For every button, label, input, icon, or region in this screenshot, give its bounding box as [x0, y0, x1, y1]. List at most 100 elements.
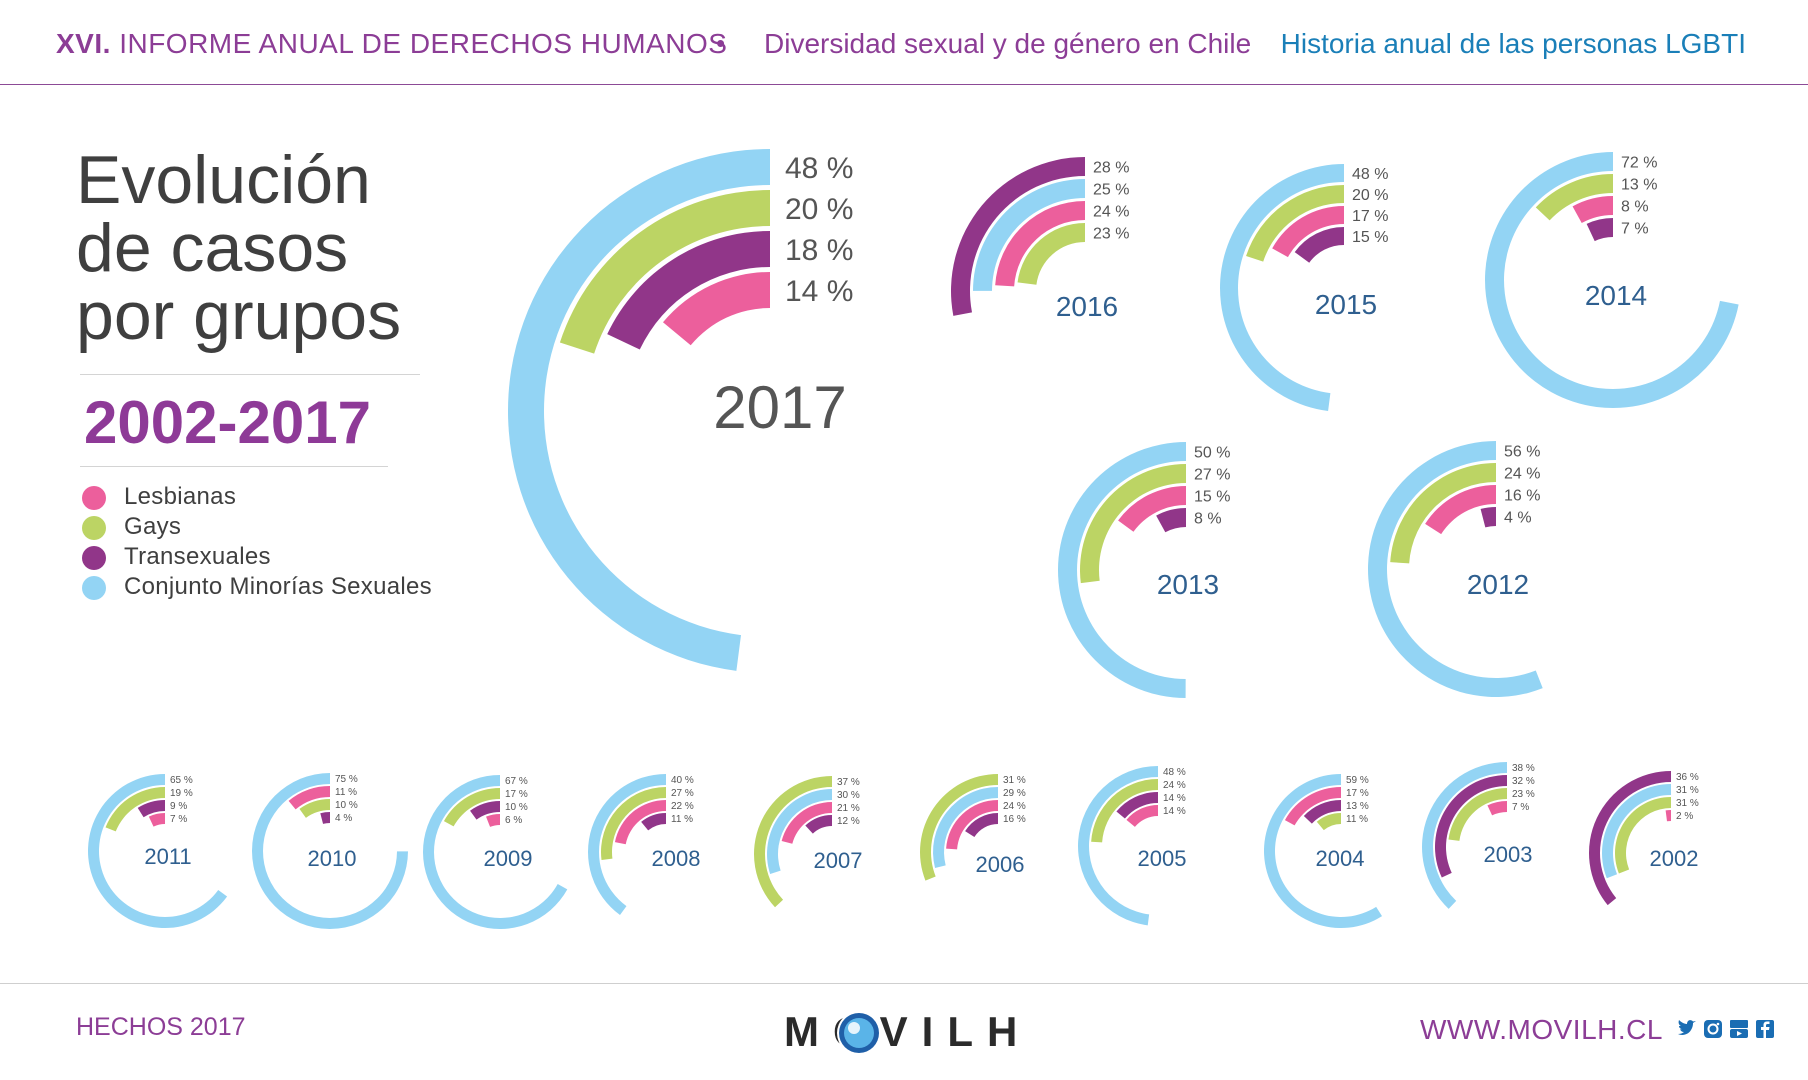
arc-2004-lesbianas — [1284, 786, 1341, 826]
facebook-icon[interactable] — [1754, 1018, 1776, 1040]
percent-label: 10 % — [505, 802, 528, 813]
year-label: 2006 — [976, 852, 1025, 877]
arc-2010-lesbianas — [288, 786, 330, 810]
percent-label: 28 % — [1093, 159, 1129, 176]
arc-2006-transexuales — [965, 813, 998, 837]
percent-label: 8 % — [1194, 510, 1222, 527]
percent-label: 27 % — [671, 788, 694, 799]
footer-edition: HECHOS 2017 — [76, 1013, 246, 1041]
percent-label: 38 % — [1512, 763, 1535, 774]
arc-2005-conjunto-minorias-sexuales — [1077, 766, 1158, 926]
radial-chart-2003: 38 % 32 % 23 % 7 % 2003 — [1422, 762, 1535, 909]
page-title: Evolución de casos por grupos — [76, 142, 402, 354]
arc-2006-lesbianas — [946, 800, 998, 850]
page-header: XVI. INFORME ANUAL DE DERECHOS HUMANOS •… — [0, 0, 1808, 85]
arc-2004-transexuales — [1303, 800, 1341, 824]
percent-label: 11 % — [1346, 814, 1368, 825]
percent-label: 4 % — [335, 813, 352, 824]
header-section: Historia anual de las personas LGBTI — [1280, 28, 1746, 59]
percent-label: 32 % — [1512, 776, 1535, 787]
arc-2013-transexuales — [1156, 508, 1186, 533]
year-label: 2014 — [1585, 280, 1647, 311]
year-label: 2017 — [713, 374, 846, 441]
radial-chart-2013: 50 % 27 % 15 % 8 % 2013 — [1057, 442, 1230, 698]
percent-label: 75 % — [335, 774, 358, 785]
year-label: 2008 — [652, 846, 701, 871]
percent-label: 72 % — [1621, 154, 1657, 171]
arc-2003-transexuales — [1434, 775, 1507, 878]
year-label: 2009 — [484, 846, 533, 871]
percent-label: 4 % — [1504, 509, 1532, 526]
percent-label: 29 % — [1003, 788, 1026, 799]
arc-2011-transexuales — [137, 800, 165, 818]
arc-2016-conjunto-minorias-sexuales — [973, 179, 1085, 291]
percent-label: 30 % — [837, 790, 860, 801]
arc-2012-gays — [1390, 463, 1496, 564]
arc-2007-transexuales — [805, 815, 832, 834]
arc-2017-conjunto-minorias-sexuales — [507, 149, 770, 671]
year-label: 2015 — [1315, 289, 1377, 320]
year-label: 2005 — [1138, 846, 1187, 871]
arc-2012-transexuales — [1480, 507, 1496, 528]
radial-chart-2008: 40 % 27 % 22 % 11 % 2008 — [587, 774, 701, 915]
twitter-icon[interactable] — [1676, 1018, 1698, 1040]
arc-2017-transexuales — [607, 231, 770, 350]
year-label: 2002 — [1650, 846, 1699, 871]
percent-label: 31 % — [1003, 775, 1026, 786]
footer-url[interactable]: WWW.MOVILH.CL — [1420, 1014, 1663, 1045]
percent-label: 9 % — [170, 801, 187, 812]
arc-2009-gays — [443, 788, 500, 827]
percent-label: 31 % — [1676, 798, 1699, 809]
footer-divider — [0, 983, 1808, 984]
percent-label: 23 % — [1093, 225, 1129, 242]
radial-chart-2012: 56 % 24 % 16 % 4 % 2012 — [1368, 441, 1543, 698]
percent-label: 7 % — [170, 814, 187, 825]
percent-label: 15 % — [1352, 229, 1388, 246]
radial-chart-2006: 31 % 29 % 24 % 16 % 2006 — [920, 774, 1026, 881]
arc-2011-lesbianas — [148, 813, 165, 827]
arc-2005-gays — [1091, 779, 1158, 843]
arc-2016-lesbianas — [995, 201, 1085, 287]
radial-chart-2005: 48 % 24 % 14 % 14 % 2005 — [1077, 766, 1187, 926]
percent-label: 16 % — [1003, 814, 1026, 825]
year-label: 2007 — [814, 848, 863, 873]
percent-label: 13 % — [1621, 176, 1657, 193]
header-subtitle: Diversidad sexual y de género en Chile — [764, 28, 1252, 59]
arc-2007-gays — [753, 776, 832, 908]
percent-label: 21 % — [837, 803, 860, 814]
percent-label: 2 % — [1676, 811, 1693, 822]
legend-swatch — [82, 576, 106, 600]
percent-label: 67 % — [505, 776, 528, 787]
arc-2006-gays — [920, 774, 998, 881]
percent-label: 36 % — [1676, 772, 1699, 783]
arc-2004-gays — [1316, 813, 1341, 831]
percent-label: 27 % — [1194, 466, 1230, 483]
arc-2013-gays — [1080, 464, 1186, 584]
arc-2015-transexuales — [1294, 227, 1344, 263]
radial-chart-2009: 67 % 17 % 10 % 6 % 2009 — [423, 775, 568, 929]
percent-label: 50 % — [1194, 444, 1230, 461]
arc-2002-gays — [1615, 797, 1671, 874]
arc-2003-gays — [1448, 788, 1507, 841]
percent-label: 10 % — [335, 800, 358, 811]
title-divider — [80, 374, 420, 375]
percent-label: 23 % — [1512, 789, 1535, 800]
arc-2005-transexuales — [1116, 792, 1158, 819]
arc-2008-lesbianas — [614, 800, 666, 845]
arc-2011-gays — [105, 787, 165, 832]
percent-label: 24 % — [1093, 203, 1129, 220]
percent-label: 6 % — [505, 815, 522, 826]
percent-label: 18 % — [785, 234, 853, 267]
instagram-icon[interactable] — [1702, 1018, 1724, 1040]
year-label: 2013 — [1157, 569, 1219, 600]
radial-chart-2007: 37 % 30 % 21 % 12 % 2007 — [753, 776, 863, 908]
percent-label: 14 % — [1163, 793, 1186, 804]
percent-label: 25 % — [1093, 181, 1129, 198]
youtube-icon[interactable] — [1728, 1018, 1750, 1040]
period-divider — [80, 466, 388, 467]
arc-2009-lesbianas — [486, 814, 500, 827]
arc-2010-transexuales — [320, 812, 330, 824]
radial-chart-2017: 48 % 20 % 18 % 14 % 2017 — [507, 149, 853, 671]
arc-2008-gays — [601, 787, 666, 861]
